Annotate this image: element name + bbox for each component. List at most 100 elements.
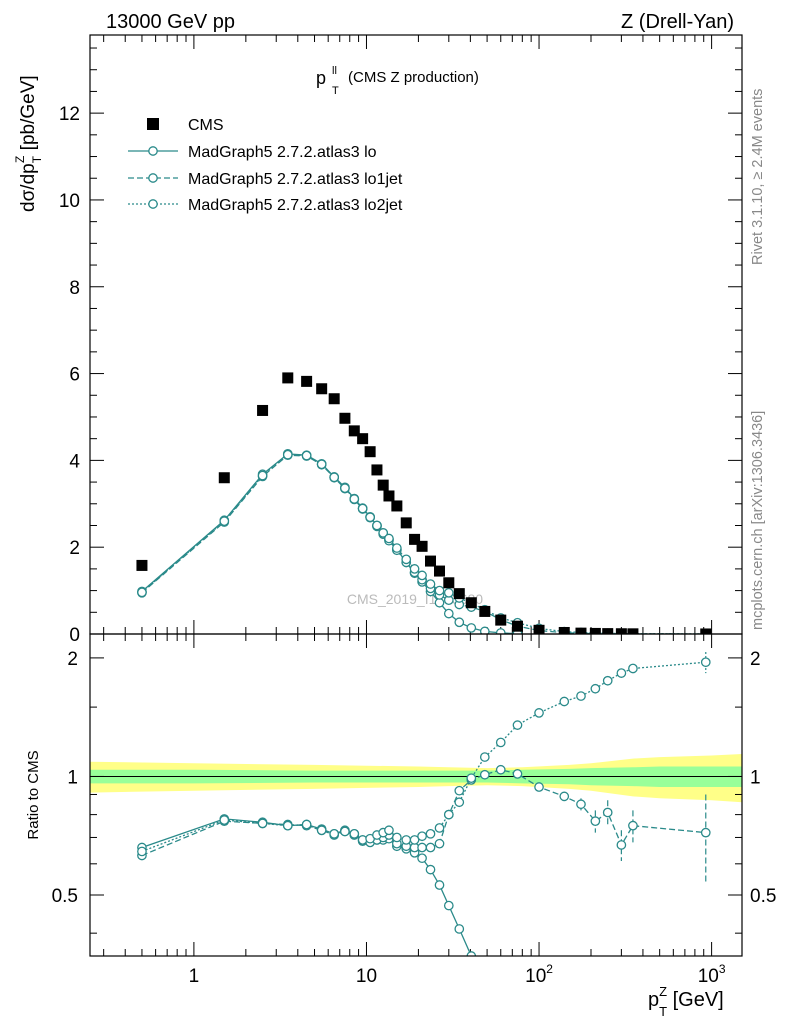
ratio-mc2-point xyxy=(409,835,420,845)
y-tick-label: 4 xyxy=(69,451,80,472)
rivet-label: Rivet 3.1.10, ≥ 2.4M events xyxy=(750,89,766,265)
ratio-ylabel: Ratio to CMS xyxy=(25,750,42,839)
mc2-point xyxy=(282,449,293,460)
cms-point xyxy=(495,614,507,626)
ratio-mc1-point xyxy=(512,769,523,779)
mc2-point xyxy=(349,494,360,504)
main-series xyxy=(136,372,712,634)
mc2-point xyxy=(425,579,436,589)
ratio-mc0-point xyxy=(425,864,436,875)
cms-point xyxy=(575,627,587,634)
ratio-y-tick-label: 1 xyxy=(67,767,78,788)
ratio-mc2-point xyxy=(434,823,445,833)
mc2-point xyxy=(365,512,375,523)
legend-marker xyxy=(148,173,158,183)
cms-point xyxy=(627,628,639,634)
mc2-point xyxy=(301,450,312,461)
mc1-line xyxy=(141,454,706,634)
mc2-point xyxy=(219,516,230,526)
cms-point xyxy=(589,627,601,634)
ratio-mc1-point xyxy=(479,769,490,780)
cms-point xyxy=(533,624,545,634)
cms-point xyxy=(425,555,437,567)
cms-point xyxy=(453,588,465,600)
mc2-point xyxy=(372,520,382,531)
mc2-point xyxy=(409,564,420,574)
cms-point xyxy=(301,375,313,387)
mc0-point xyxy=(466,623,477,633)
ratio-mc2-point xyxy=(454,797,465,808)
ratio-mc0-point xyxy=(443,900,454,911)
ratio-mc1-point xyxy=(454,785,465,796)
cms-point xyxy=(357,433,369,445)
cms-point xyxy=(328,393,340,405)
xlabel: pTZ [GeV] xyxy=(648,984,724,1019)
x-tick-label: 1 xyxy=(189,966,200,987)
ratio-mc2-point xyxy=(282,820,293,831)
ratio-mc1-point xyxy=(495,764,506,775)
ratio-frame xyxy=(89,633,743,957)
energy-label: 13000 GeV pp xyxy=(106,11,235,33)
ratio-mc1-point xyxy=(559,791,570,802)
ratio-y-tick-label-right: 0.5 xyxy=(750,886,776,907)
legend-label: CMS xyxy=(188,117,224,134)
ratio-mc2-point xyxy=(628,663,638,674)
cms-point xyxy=(465,597,477,609)
ratio-mc1-point xyxy=(616,840,627,850)
mc2-point xyxy=(401,554,412,565)
ratio-mc1-point xyxy=(602,807,613,818)
ratio-mc2-point xyxy=(349,828,360,839)
legend: CMS MadGraph5 2.7.2.atlas3 lo MadGraph5 2.… xyxy=(128,117,403,214)
mc2-point xyxy=(357,503,368,514)
cms-point xyxy=(479,605,491,617)
ratio-series xyxy=(137,652,711,956)
ratio-mc2-point xyxy=(495,737,506,748)
ratio-mc1-point xyxy=(534,782,544,792)
cms-point xyxy=(615,628,627,634)
main-title-p: p xyxy=(316,68,326,88)
legend-marker xyxy=(148,199,158,209)
ratio-mc1-point xyxy=(417,842,427,853)
y-tick-label: 0 xyxy=(69,625,80,646)
cms-point xyxy=(602,628,614,634)
ratio-mc2-point xyxy=(590,683,601,694)
mc2-point xyxy=(329,472,340,483)
source-label: mcplots.cern.ch [arXiv:1306.3436] xyxy=(750,411,766,630)
ratio-y-tick-label-right: 2 xyxy=(750,649,761,670)
mc0-point xyxy=(443,608,454,619)
main-title-sup: ll xyxy=(332,65,337,77)
cms-point xyxy=(434,565,446,577)
legend-label: MadGraph5 2.7.2.atlas3 lo2jet xyxy=(188,197,403,214)
cms-point xyxy=(257,404,269,416)
ratio-mc2-point xyxy=(466,773,477,784)
cms-point xyxy=(339,412,351,424)
cms-point xyxy=(391,500,403,512)
ratio-mc2-point xyxy=(559,696,570,707)
ratio-mc2-point xyxy=(329,828,340,839)
main-title: p xyxy=(316,68,326,88)
legend-label: MadGraph5 2.7.2.atlas3 lo1jet xyxy=(188,171,403,188)
ratio-mc2-point xyxy=(417,831,427,842)
main-ylabel: dσ/dpTZ [pb/GeV] xyxy=(13,75,44,212)
ratio-mc0-point xyxy=(454,924,465,934)
legend-label: MadGraph5 2.7.2.atlas3 lo xyxy=(188,144,377,161)
cms-point xyxy=(377,479,389,491)
cms-point xyxy=(348,425,360,437)
ratio-mc1-point xyxy=(628,820,638,831)
x-tick-label-exp: 3 xyxy=(719,962,726,976)
mc0-point xyxy=(434,597,445,608)
ratio-y-tick-label: 2 xyxy=(67,649,78,670)
y-tick-label: 2 xyxy=(69,538,80,559)
ratio-mc2-point xyxy=(219,815,230,825)
x-tick-label: 102 xyxy=(525,962,553,987)
ratio-y-tick-label: 0.5 xyxy=(52,886,78,907)
ratio-mc1-point xyxy=(434,838,445,849)
mc2-point xyxy=(257,470,268,481)
cms-point xyxy=(409,533,421,545)
mc2-point xyxy=(434,585,445,596)
mc0-point xyxy=(495,628,506,634)
cms-point xyxy=(443,577,455,589)
y-tick-label: 8 xyxy=(69,278,80,299)
ratio-mc2-point xyxy=(257,818,268,829)
